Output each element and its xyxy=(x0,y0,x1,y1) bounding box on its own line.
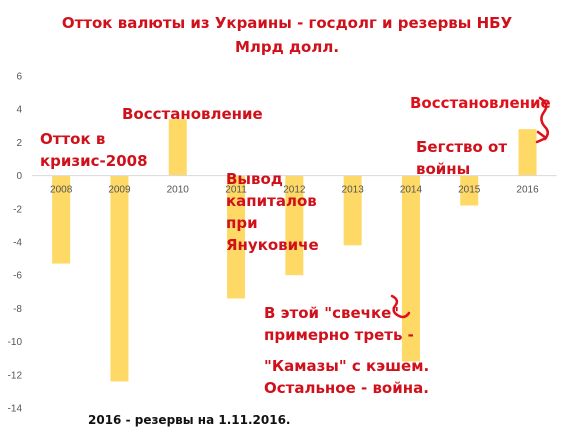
y-tick-label: -4 xyxy=(13,238,22,249)
annotation-recovery-2010: Восстановление xyxy=(122,105,263,123)
chart-title: Отток валюты из Украины - госдолг и резе… xyxy=(61,14,513,32)
bar-2011 xyxy=(227,175,246,299)
x-tick-label: 2012 xyxy=(283,185,306,196)
x-tick-label: 2013 xyxy=(342,185,365,196)
annotation-war-flight: Бегство от войны xyxy=(416,138,508,178)
y-tick-label: -6 xyxy=(13,271,22,282)
footnote: 2016 - резервы на 1.11.2016. xyxy=(88,413,291,427)
annotation-capital-outflow-yanukovych: Вывод капиталов при Януковиче xyxy=(226,170,319,254)
annotation-candle-note: В этой "свечке" примерно треть - xyxy=(264,304,414,344)
y-tick-label: -12 xyxy=(8,370,23,381)
x-tick-label: 2016 xyxy=(516,185,539,196)
bar-2009 xyxy=(110,175,129,382)
x-tick-label: 2011 xyxy=(225,185,247,196)
y-tick-label: -10 xyxy=(8,337,23,348)
bar-2012 xyxy=(285,175,304,276)
y-tick-label: 0 xyxy=(16,171,22,182)
red-arrow-2014 xyxy=(390,294,411,319)
bar-2010 xyxy=(168,119,187,176)
bar-2016 xyxy=(518,129,537,176)
annotation-kamaz-war: "Камазы" с кэшем. Остальное - война. xyxy=(264,357,430,397)
x-tick-label: 2015 xyxy=(458,185,481,196)
x-tick-label: 2009 xyxy=(108,185,131,196)
annotation-outflow-2008: Отток в кризис-2008 xyxy=(40,130,148,170)
y-tick-label: 4 xyxy=(16,105,22,116)
bar-2013 xyxy=(343,175,362,246)
y-tick-label: 6 xyxy=(16,72,22,83)
x-tick-label: 2014 xyxy=(400,185,423,196)
red-arrow-2016 xyxy=(535,96,549,144)
x-tick-label: 2010 xyxy=(167,185,190,196)
bar-2008 xyxy=(52,175,71,264)
bar-2015 xyxy=(460,175,479,206)
x-tick-label: 2008 xyxy=(50,185,73,196)
y-tick-label: -8 xyxy=(13,304,22,315)
y-tick-label: -14 xyxy=(8,404,23,415)
y-tick-label: -2 xyxy=(13,204,22,215)
annotation-recovery-2016: Восстановление xyxy=(410,94,551,112)
chart-subtitle: Млрд долл. xyxy=(234,38,340,56)
y-tick-label: 2 xyxy=(16,138,22,149)
